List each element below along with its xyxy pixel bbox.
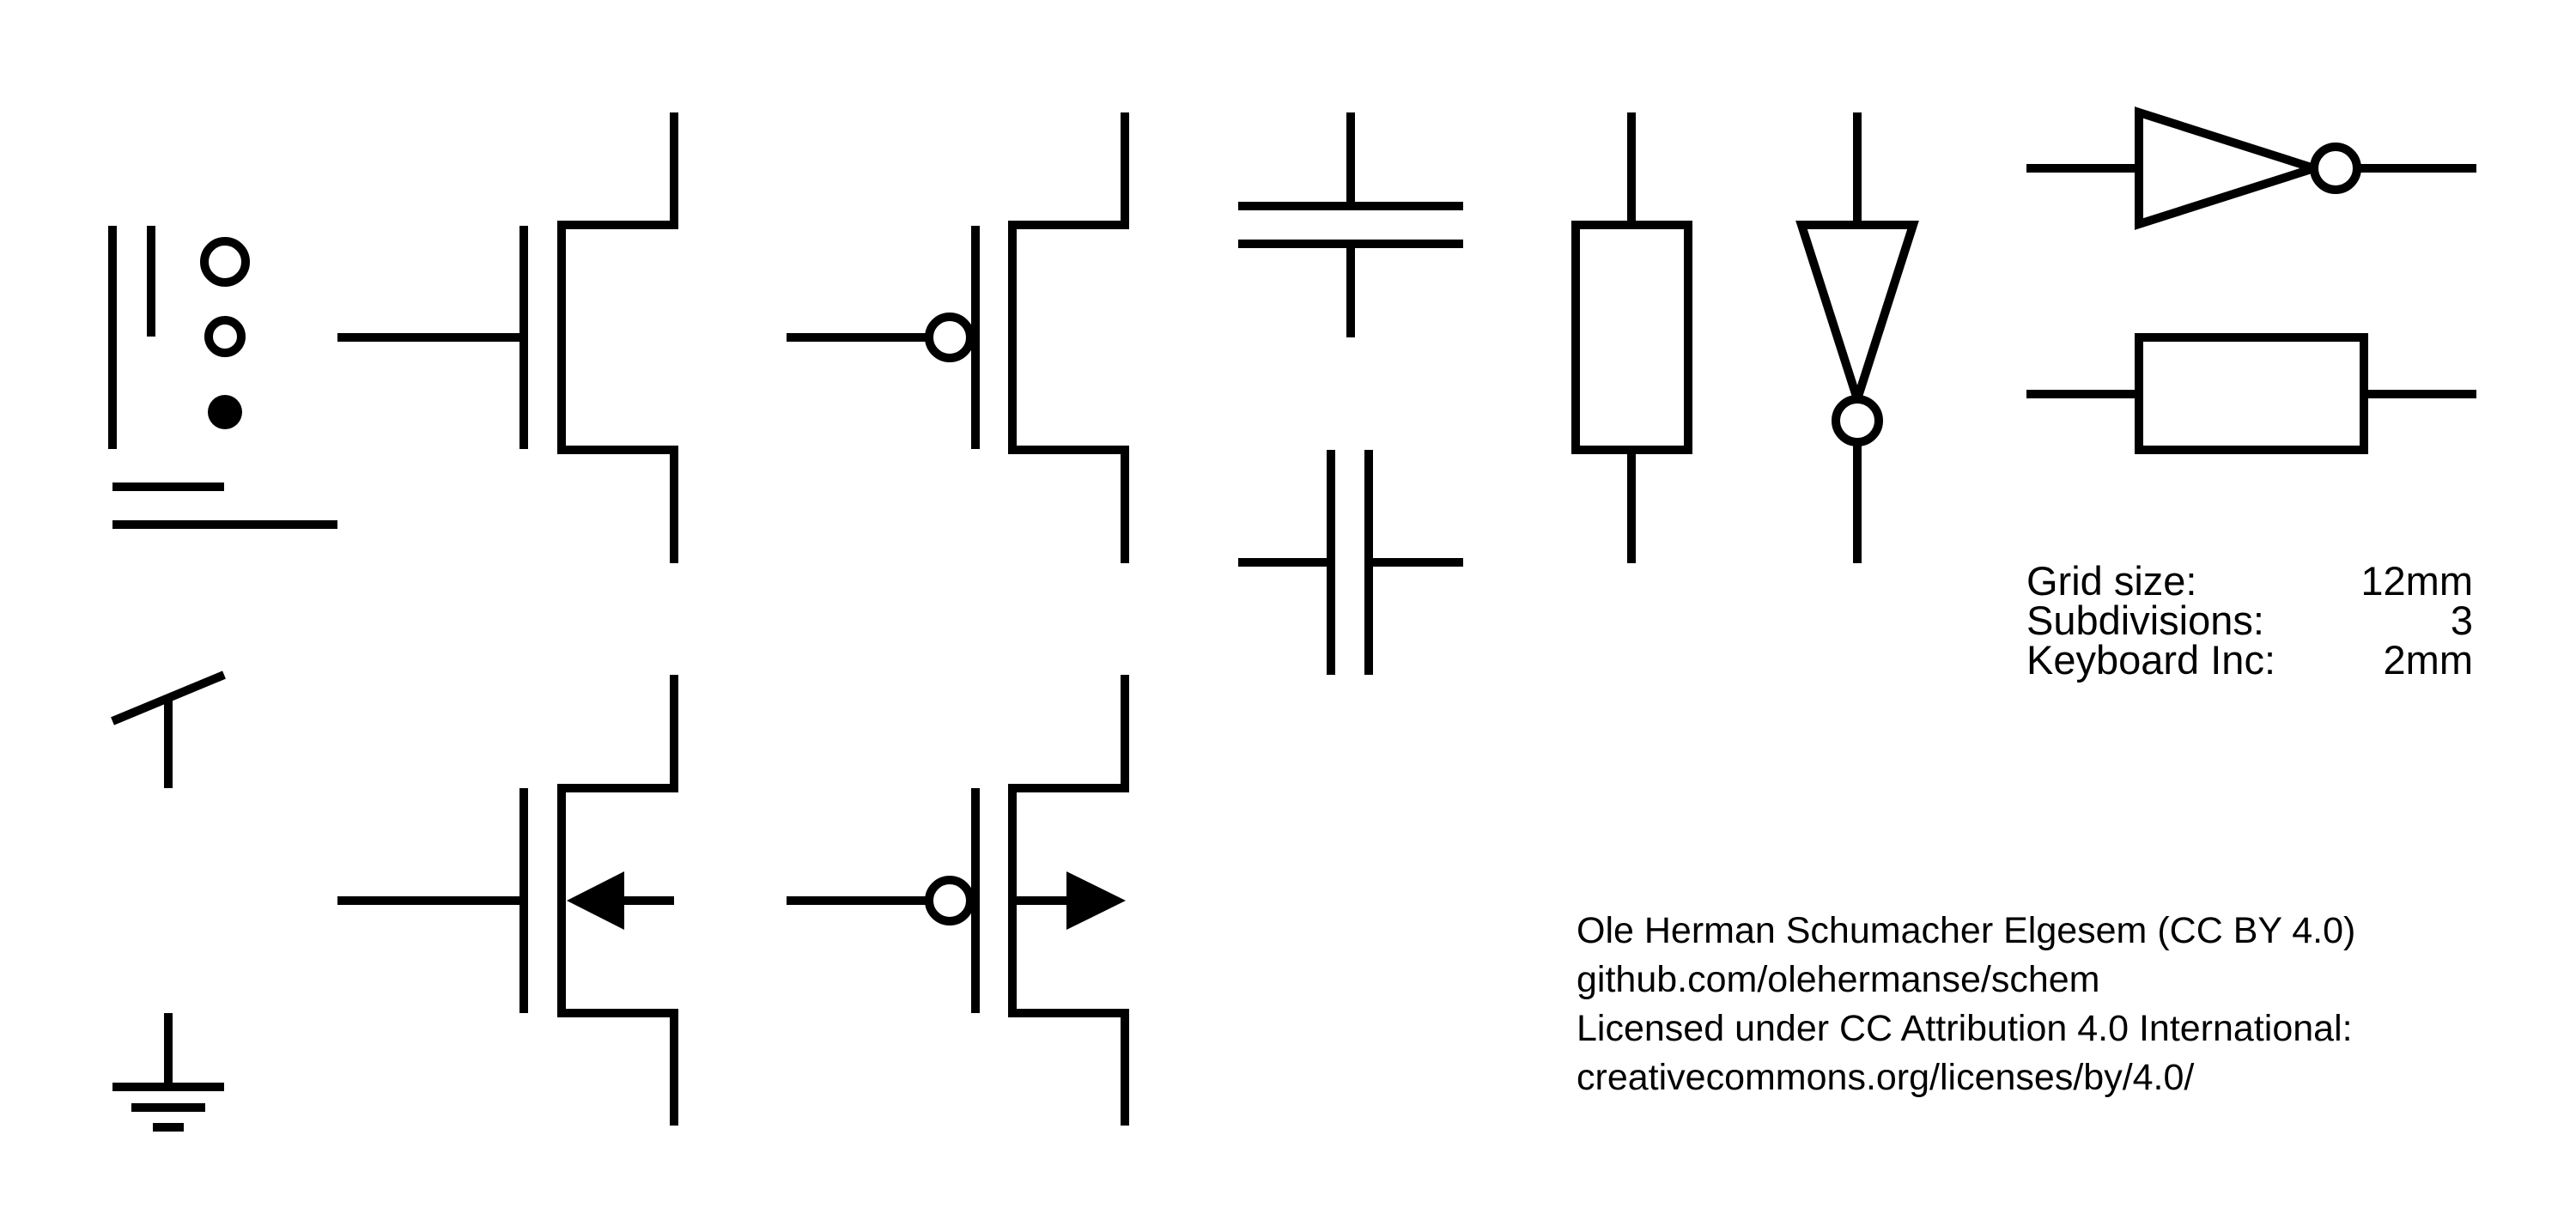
resistor-vertical-symbol[interactable] (1571, 112, 1692, 563)
inverter-vertical-symbol[interactable] (1795, 112, 1919, 563)
pmos-transistor-symbol[interactable] (787, 112, 1129, 563)
nmos-arrow-transistor-symbol[interactable] (337, 675, 678, 1126)
subdivisions-value: 3 (2450, 598, 2473, 643)
credits-block: Ole Herman Schumacher Elgesem (CC BY 4.0… (1577, 907, 2521, 1102)
grid-size-row: Grid size: 12mm (2026, 561, 2473, 601)
credits-license-url: creativecommons.org/licenses/by/4.0/ (1577, 1057, 2195, 1098)
credits-license: Licensed under CC Attribution 4.0 Intern… (1577, 1008, 2353, 1049)
subdivisions-row: Subdivisions: 3 (2026, 598, 2473, 643)
pmos-arrow-transistor-symbol[interactable] (787, 675, 1129, 1126)
capacitor-vertical-symbol[interactable] (1238, 112, 1463, 337)
inverter-horizontal-symbol[interactable] (2026, 106, 2476, 230)
ground-symbol[interactable] (112, 1013, 224, 1132)
grid-size-label: Grid size: (2026, 558, 2197, 604)
resistor-horizontal-symbol[interactable] (2026, 333, 2476, 454)
grid-size-value: 12mm (2360, 558, 2473, 604)
subdivisions-label: Subdivisions: (2026, 598, 2264, 643)
settings-panel: Grid size: 12mm Subdivisions: 3 Keyboard… (2026, 561, 2473, 680)
node-size-icon[interactable] (200, 237, 250, 429)
keyboard-inc-value: 2mm (2383, 637, 2473, 683)
switch-symbol[interactable] (111, 671, 226, 788)
wire-tool-icon[interactable] (108, 226, 337, 529)
nmos-transistor-symbol[interactable] (337, 112, 678, 563)
credits-repo: github.com/olehermanse/schem (1577, 959, 2100, 1000)
capacitor-horizontal-symbol[interactable] (1238, 450, 1463, 675)
keyboard-inc-label: Keyboard Inc: (2026, 637, 2276, 683)
keyboard-inc-row: Keyboard Inc: 2mm (2026, 640, 2473, 680)
credits-author: Ole Herman Schumacher Elgesem (CC BY 4.0… (1577, 910, 2356, 951)
